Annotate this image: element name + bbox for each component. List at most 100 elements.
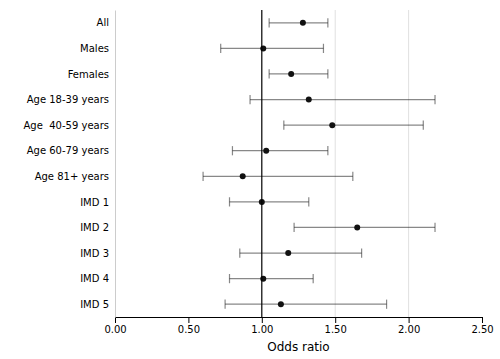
error-bar xyxy=(269,73,328,74)
tick-label: Males xyxy=(80,43,109,54)
error-bar xyxy=(230,278,314,279)
point-estimate xyxy=(263,148,269,154)
error-cap xyxy=(202,172,203,181)
forest-row xyxy=(250,95,435,104)
point-estimate xyxy=(354,224,360,230)
tick: 2.00 xyxy=(398,317,420,335)
tick-label: Age 40-59 years xyxy=(24,120,109,131)
point-estimate xyxy=(288,71,294,77)
tick: Age 40-59 years xyxy=(24,120,109,131)
tick: 0.00 xyxy=(104,317,126,335)
error-bar xyxy=(232,150,327,151)
point-estimate xyxy=(329,122,335,128)
forest-row xyxy=(269,18,328,27)
forest-row xyxy=(294,223,435,232)
error-cap xyxy=(423,121,424,130)
tick-label: IMD 2 xyxy=(80,222,109,233)
error-bar xyxy=(240,252,362,253)
tick-label: All xyxy=(97,17,109,28)
chart: 0.000.501.001.502.002.50AllMalesFemalesA… xyxy=(0,0,500,359)
tick-mark xyxy=(188,317,189,323)
x-axis-title: Odds ratio xyxy=(267,340,329,354)
forest-row xyxy=(284,121,423,130)
error-cap xyxy=(269,69,270,78)
point-estimate xyxy=(300,20,306,26)
axis-line xyxy=(115,11,116,318)
error-bar xyxy=(250,99,435,100)
error-cap xyxy=(308,197,309,206)
tick-mark xyxy=(482,317,483,323)
tick-label: 2.00 xyxy=(398,324,420,335)
forest-row xyxy=(230,274,314,283)
forest-row xyxy=(232,146,327,155)
tick: IMD 2 xyxy=(80,222,109,233)
error-bar xyxy=(284,125,423,126)
tick-label: 1.50 xyxy=(325,324,347,335)
point-estimate xyxy=(278,301,284,307)
error-cap xyxy=(386,300,387,309)
error-cap xyxy=(229,274,230,283)
plot: 0.000.501.001.502.002.50AllMalesFemalesA… xyxy=(24,10,494,335)
tick: 2.50 xyxy=(471,317,493,335)
point-estimate xyxy=(260,276,266,282)
error-bar xyxy=(230,201,309,202)
tick-label: Age 81+ years xyxy=(35,171,109,182)
tick-label: IMD 5 xyxy=(80,299,109,310)
reference-line xyxy=(261,10,262,317)
error-bar xyxy=(203,176,353,177)
tick-label: 0.00 xyxy=(104,324,126,335)
grid-line xyxy=(335,10,336,317)
error-cap xyxy=(225,300,226,309)
tick: Females xyxy=(68,69,109,80)
error-cap xyxy=(434,223,435,232)
tick: 0.50 xyxy=(178,317,200,335)
tick-mark xyxy=(262,317,263,323)
error-cap xyxy=(283,121,284,130)
tick-label: Age 60-79 years xyxy=(27,145,109,156)
tick: Age 18-39 years xyxy=(27,94,109,105)
forest-row xyxy=(225,300,386,309)
grid-line xyxy=(408,10,409,317)
error-cap xyxy=(229,197,230,206)
forest-row xyxy=(230,197,309,206)
tick-mark xyxy=(409,317,410,323)
tick-label: 0.50 xyxy=(178,324,200,335)
tick-label: IMD 4 xyxy=(80,273,109,284)
tick-label: IMD 3 xyxy=(80,248,109,259)
tick-label: 2.50 xyxy=(471,324,493,335)
tick-label: Age 18-39 years xyxy=(27,94,109,105)
error-cap xyxy=(239,248,240,257)
point-estimate xyxy=(260,45,266,51)
error-cap xyxy=(327,69,328,78)
error-cap xyxy=(249,95,250,104)
point-estimate xyxy=(306,97,312,103)
point-estimate xyxy=(285,250,291,256)
tick: IMD 5 xyxy=(80,299,109,310)
forest-row xyxy=(240,248,362,257)
error-cap xyxy=(313,274,314,283)
axis-line xyxy=(116,318,483,324)
forest-row xyxy=(269,69,328,78)
x-axis: 0.00 0.50 1.00 1.50 2.00 2.50 xyxy=(104,317,493,335)
tick-label: Females xyxy=(68,69,109,80)
tick: Age 81+ years xyxy=(35,171,109,182)
tick: 1.00 xyxy=(251,317,273,335)
tick-mark xyxy=(115,317,116,323)
y-axis: All Males Females Age 18-39 years Age 40-59 … xyxy=(24,11,116,318)
tick: IMD 1 xyxy=(80,197,109,208)
error-bar xyxy=(225,304,386,305)
point-estimate xyxy=(240,173,246,179)
tick: IMD 3 xyxy=(80,248,109,259)
error-cap xyxy=(327,18,328,27)
error-cap xyxy=(232,146,233,155)
error-cap xyxy=(323,44,324,53)
tick: All xyxy=(97,17,109,28)
error-cap xyxy=(361,248,362,257)
tick: 1.50 xyxy=(325,317,347,335)
tick-mark xyxy=(335,317,336,323)
error-bar xyxy=(221,48,324,49)
tick: IMD 4 xyxy=(80,273,109,284)
error-cap xyxy=(327,146,328,155)
forest-row xyxy=(221,44,324,53)
error-cap xyxy=(352,172,353,181)
